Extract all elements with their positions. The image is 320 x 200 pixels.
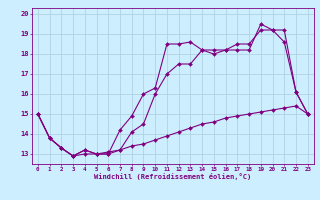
X-axis label: Windchill (Refroidissement éolien,°C): Windchill (Refroidissement éolien,°C) <box>94 173 252 180</box>
